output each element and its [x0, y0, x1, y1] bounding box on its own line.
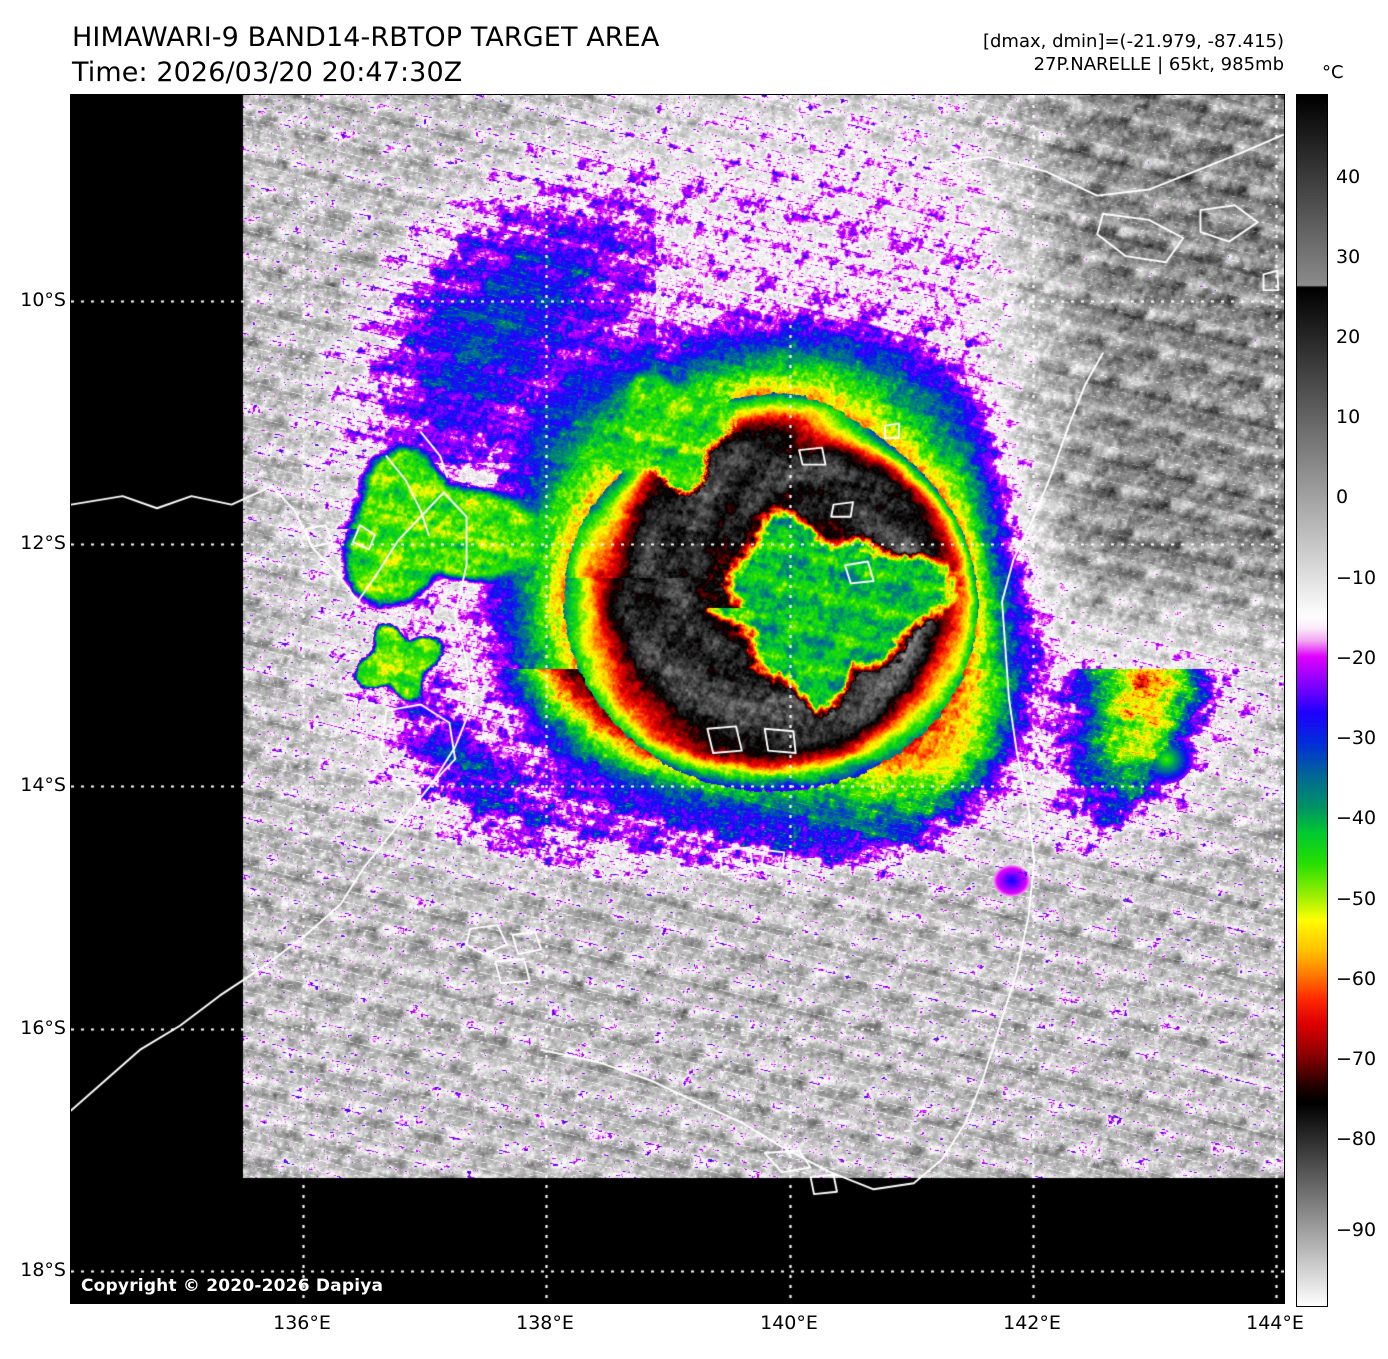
colorbar-tick-12: −80 — [1336, 1128, 1377, 1150]
colorbar-tick-6: −20 — [1336, 647, 1377, 669]
colorbar-tick-10: −60 — [1336, 968, 1377, 990]
colorbar-gradient — [1297, 95, 1327, 1306]
x-axis-tick-3: 142°E — [1003, 1312, 1061, 1334]
x-axis-tick-2: 140°E — [760, 1312, 818, 1334]
colorbar-tick-7: −30 — [1336, 727, 1377, 749]
colorbar-tick-1: 30 — [1336, 246, 1361, 268]
x-axis-tick-0: 136°E — [273, 1312, 331, 1334]
storm-info-label: 27P.NARELLE | 65kt, 985mb — [1033, 54, 1284, 76]
y-axis-tick-4: 18°S — [20, 1259, 66, 1281]
colorbar-tick-5: −10 — [1336, 567, 1377, 589]
colorbar-tick-9: −50 — [1336, 888, 1377, 910]
colorbar-tick-13: −90 — [1336, 1219, 1377, 1241]
y-axis-tick-3: 16°S — [20, 1017, 66, 1039]
y-axis-tick-1: 12°S — [20, 532, 66, 554]
dmax-dmin-label: [dmax, dmin]=(-21.979, -87.415) — [982, 31, 1284, 52]
x-axis-tick-4: 144°E — [1246, 1312, 1304, 1334]
colorbar-tick-4: 0 — [1336, 486, 1349, 508]
latlon-grid-canvas — [71, 95, 1284, 1303]
x-axis-tick-1: 138°E — [516, 1312, 574, 1334]
timestamp-line: Time: 2026/03/20 20:47:30Z — [72, 57, 463, 89]
copyright-label: Copyright © 2020-2026 Dapiya — [81, 1276, 384, 1296]
temperature-colorbar[interactable] — [1296, 94, 1328, 1307]
colorbar-tick-11: −70 — [1336, 1048, 1377, 1070]
y-axis-tick-0: 10°S — [20, 289, 66, 311]
colorbar-unit-label: °C — [1322, 62, 1344, 83]
satellite-map[interactable]: Copyright © 2020-2026 Dapiya — [70, 94, 1285, 1304]
metadata-block: [dmax, dmin]=(-21.979, -87.415) 27P.NARE… — [983, 30, 1284, 77]
colorbar-tick-0: 40 — [1336, 166, 1361, 188]
colorbar-tick-8: −40 — [1336, 807, 1377, 829]
y-axis-tick-2: 14°S — [20, 774, 66, 796]
page-title: HIMAWARI-9 BAND14-RBTOP TARGET AREA — [72, 22, 660, 53]
title-block: HIMAWARI-9 BAND14-RBTOP TARGET AREA Time… — [72, 20, 659, 90]
colorbar-tick-3: 10 — [1336, 406, 1361, 428]
colorbar-tick-2: 20 — [1336, 326, 1361, 348]
